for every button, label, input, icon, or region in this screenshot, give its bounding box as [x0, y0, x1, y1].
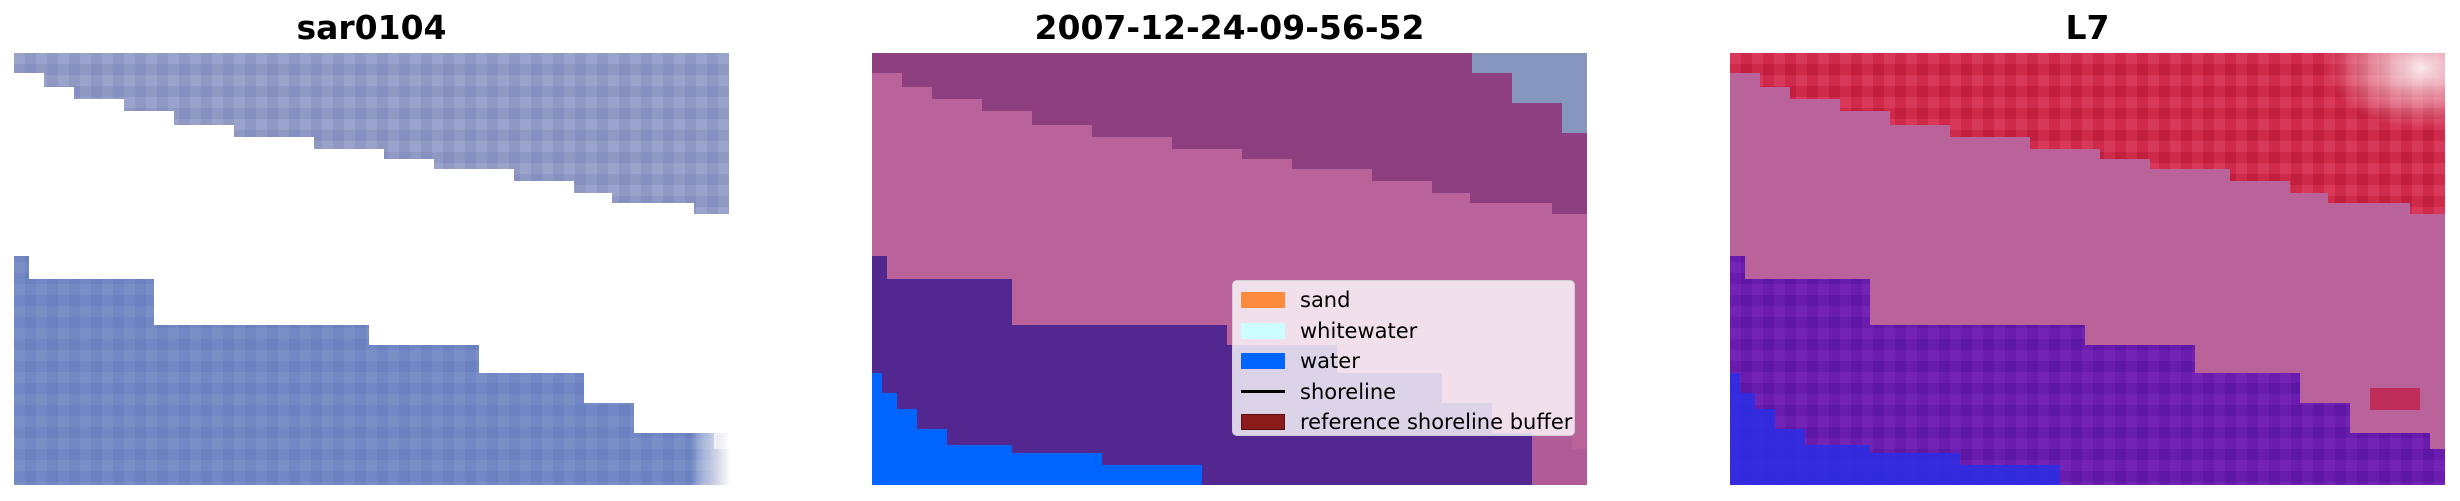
legend-label: reference shoreline buffer: [1300, 410, 1573, 435]
legend-item-sand: sand: [1241, 285, 1566, 316]
legend-item-shoreline: shoreline: [1241, 377, 1566, 408]
ocean-region: [872, 373, 1202, 485]
legend-label: whitewater: [1300, 318, 1418, 343]
legend-item-water: water: [1241, 346, 1566, 377]
l7-image: [1730, 53, 2445, 485]
legend-label: water: [1300, 349, 1360, 374]
panel-1-title: sar0104: [296, 8, 447, 47]
sand-swatch: [1241, 292, 1285, 309]
l7-panel: [1730, 53, 2445, 485]
legend: sand whitewater water shoreline referenc…: [1232, 280, 1575, 436]
rgb-image: [14, 53, 729, 485]
legend-item-buffer: reference shoreline buffer: [1241, 407, 1572, 438]
panel-3-title: L7: [2065, 8, 2110, 47]
rgb-image-panel: [14, 53, 729, 485]
legend-item-whitewater: whitewater: [1241, 316, 1566, 347]
buffer-swatch: [1241, 414, 1285, 431]
whitewater-swatch: [1241, 322, 1285, 339]
water-swatch: [1241, 353, 1285, 370]
panel-2-title: 2007-12-24-09-56-52: [1034, 8, 1425, 47]
legend-label: sand: [1300, 288, 1351, 313]
shoreline-line-swatch: [1241, 390, 1285, 394]
upper-water-region: [872, 53, 1587, 214]
legend-label: shoreline: [1300, 379, 1397, 404]
